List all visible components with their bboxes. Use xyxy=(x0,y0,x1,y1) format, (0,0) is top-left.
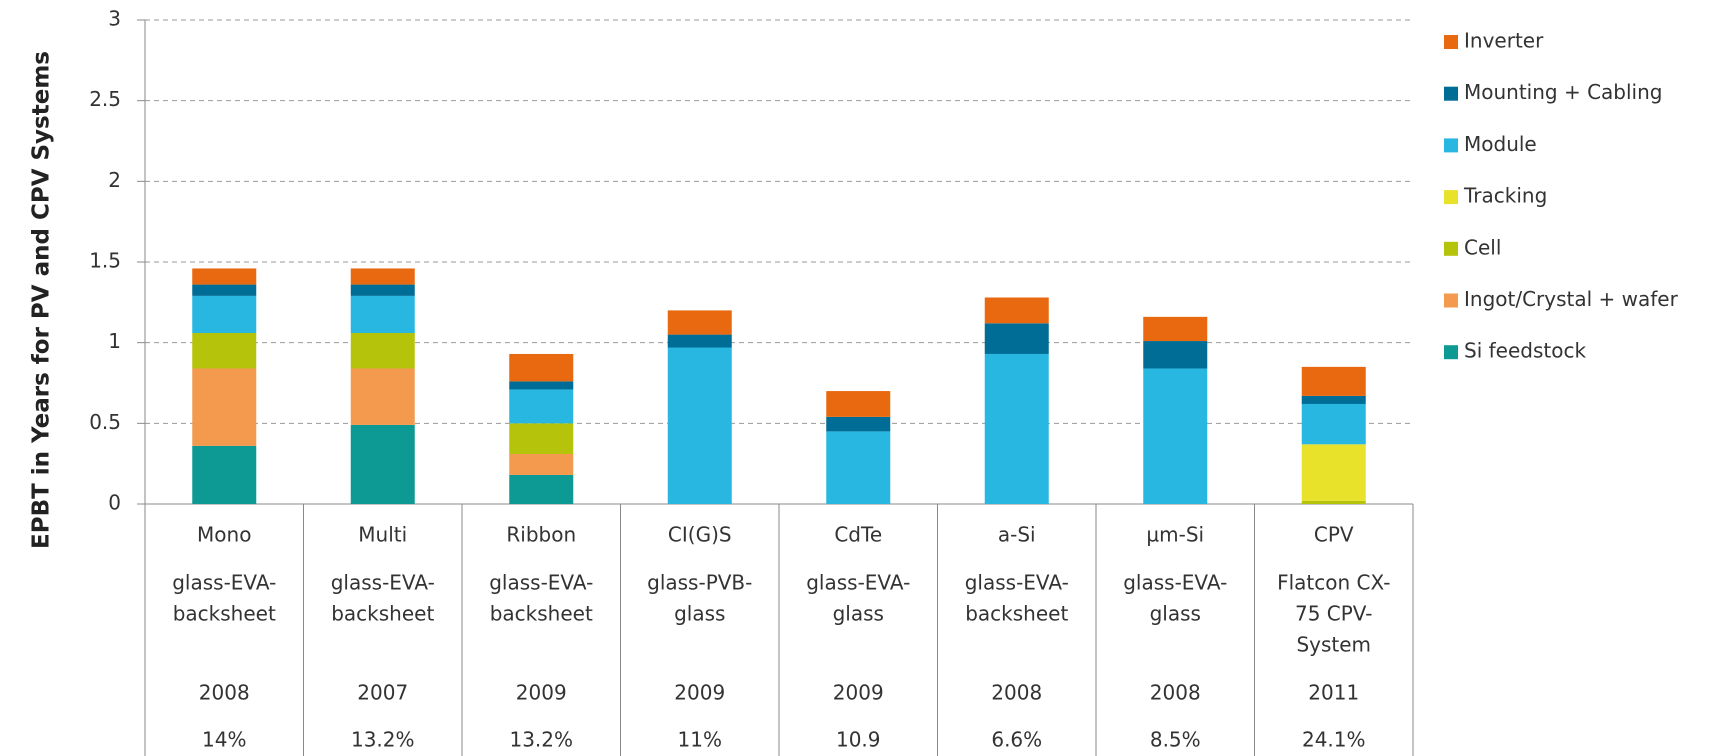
bar-segment xyxy=(350,332,415,369)
encapsulation-label: backsheet xyxy=(490,602,593,626)
legend-swatch xyxy=(1444,86,1458,101)
encapsulation-label: glass xyxy=(1150,602,1201,626)
encapsulation-label: backsheet xyxy=(331,602,434,626)
bar-segment xyxy=(350,284,415,296)
y-tick-label: 3 xyxy=(108,7,121,31)
bar-segment xyxy=(509,353,574,382)
y-axis-label: EPBT in Years for PV and CPV Systems xyxy=(29,51,55,549)
bar-segment xyxy=(509,389,574,424)
legend-swatch xyxy=(1444,138,1458,153)
bar-segment xyxy=(350,295,415,333)
legend-swatch xyxy=(1444,35,1458,49)
bar-segment xyxy=(826,416,891,432)
bar-segment xyxy=(509,453,574,475)
encapsulation-label: glass-EVA- xyxy=(806,571,910,595)
category-label: CdTe xyxy=(834,523,882,547)
legend-label: Si feedstock xyxy=(1464,339,1586,363)
encapsulation-label: glass xyxy=(674,602,725,626)
bar-segment xyxy=(192,295,257,333)
y-tick-label: 1.5 xyxy=(89,249,121,273)
bar-segment xyxy=(192,284,257,296)
encapsulation-label: glass-EVA- xyxy=(331,571,435,595)
y-tick-label: 1 xyxy=(108,329,121,353)
category-label: CI(G)S xyxy=(668,523,732,547)
bar-segment xyxy=(350,268,415,285)
year-label: 2009 xyxy=(674,681,725,705)
efficiency-label: 14% xyxy=(202,728,246,752)
bar-segment xyxy=(192,445,257,504)
efficiency-label: 13.2% xyxy=(509,728,573,752)
encapsulation-label: System xyxy=(1296,633,1371,657)
category-label: µm-Si xyxy=(1146,523,1204,547)
encapsulation-label: 75 CPV- xyxy=(1295,602,1373,626)
category-label: a-Si xyxy=(998,523,1036,547)
encapsulation-label: glass-EVA- xyxy=(489,571,593,595)
legend-swatch xyxy=(1444,345,1458,360)
bar-segment xyxy=(984,353,1049,504)
bar-segment xyxy=(192,368,257,446)
bar-segment xyxy=(350,424,415,504)
year-label: 2008 xyxy=(991,681,1042,705)
legend-label: Inverter xyxy=(1464,29,1544,53)
bar-segment xyxy=(509,474,574,504)
legend-swatch xyxy=(1444,293,1458,308)
bar-segment xyxy=(667,334,732,348)
year-label: 2009 xyxy=(516,681,567,705)
category-label: Ribbon xyxy=(506,523,576,547)
y-tick-label: 2 xyxy=(108,168,121,192)
bar-segment xyxy=(1301,395,1366,404)
bar-segment xyxy=(1301,403,1366,445)
legend-label: Ingot/Crystal + wafer xyxy=(1464,287,1679,311)
encapsulation-label: glass-EVA- xyxy=(965,571,1069,595)
bar-segment xyxy=(1301,500,1366,504)
encapsulation-label: glass-EVA- xyxy=(1123,571,1227,595)
bar-segment xyxy=(509,381,574,390)
legend-swatch xyxy=(1444,190,1458,205)
efficiency-label: 8.5% xyxy=(1150,728,1201,752)
year-label: 2011 xyxy=(1308,681,1359,705)
bar-segment xyxy=(192,332,257,369)
encapsulation-label: backsheet xyxy=(965,602,1068,626)
bar-segment xyxy=(1301,444,1366,501)
legend-label: Cell xyxy=(1464,235,1501,259)
year-label: 2007 xyxy=(357,681,408,705)
year-label: 2008 xyxy=(1150,681,1201,705)
bar-segment xyxy=(350,368,415,425)
efficiency-label: 6.6% xyxy=(991,728,1042,752)
category-label: CPV xyxy=(1314,523,1354,547)
efficiency-label: 10.9 xyxy=(836,728,881,752)
year-label: 2009 xyxy=(833,681,884,705)
bar-segment xyxy=(509,423,574,454)
bar-segment xyxy=(1143,316,1208,342)
category-label: Mono xyxy=(197,523,251,547)
year-label: 2008 xyxy=(199,681,250,705)
efficiency-label: 24.1% xyxy=(1302,728,1366,752)
bar-segment xyxy=(667,347,732,504)
encapsulation-label: glass-EVA- xyxy=(172,571,276,595)
y-tick-label: 0 xyxy=(108,491,121,515)
encapsulation-label: backsheet xyxy=(173,602,276,626)
category-label: Multi xyxy=(358,523,407,547)
bar-segment xyxy=(1143,368,1208,504)
encapsulation-label: glass-PVB- xyxy=(647,571,752,595)
bar-segment xyxy=(826,431,891,504)
legend-label: Module xyxy=(1464,132,1537,156)
bar-segment xyxy=(984,323,1049,354)
efficiency-label: 13.2% xyxy=(351,728,415,752)
bar-segment xyxy=(826,391,891,417)
encapsulation-label: Flatcon CX- xyxy=(1277,571,1390,595)
legend-label: Mounting + Cabling xyxy=(1464,80,1663,104)
bar-segment xyxy=(1143,341,1208,369)
legend-label: Tracking xyxy=(1463,184,1547,208)
y-tick-label: 2.5 xyxy=(89,87,121,111)
bar-segment xyxy=(667,310,732,335)
bar-segment xyxy=(1301,366,1366,396)
bar-segment xyxy=(192,268,257,285)
bar-segment xyxy=(984,297,1049,324)
legend-swatch xyxy=(1444,241,1458,256)
efficiency-label: 11% xyxy=(678,728,722,752)
y-tick-label: 0.5 xyxy=(89,410,121,434)
encapsulation-label: glass xyxy=(833,602,884,626)
